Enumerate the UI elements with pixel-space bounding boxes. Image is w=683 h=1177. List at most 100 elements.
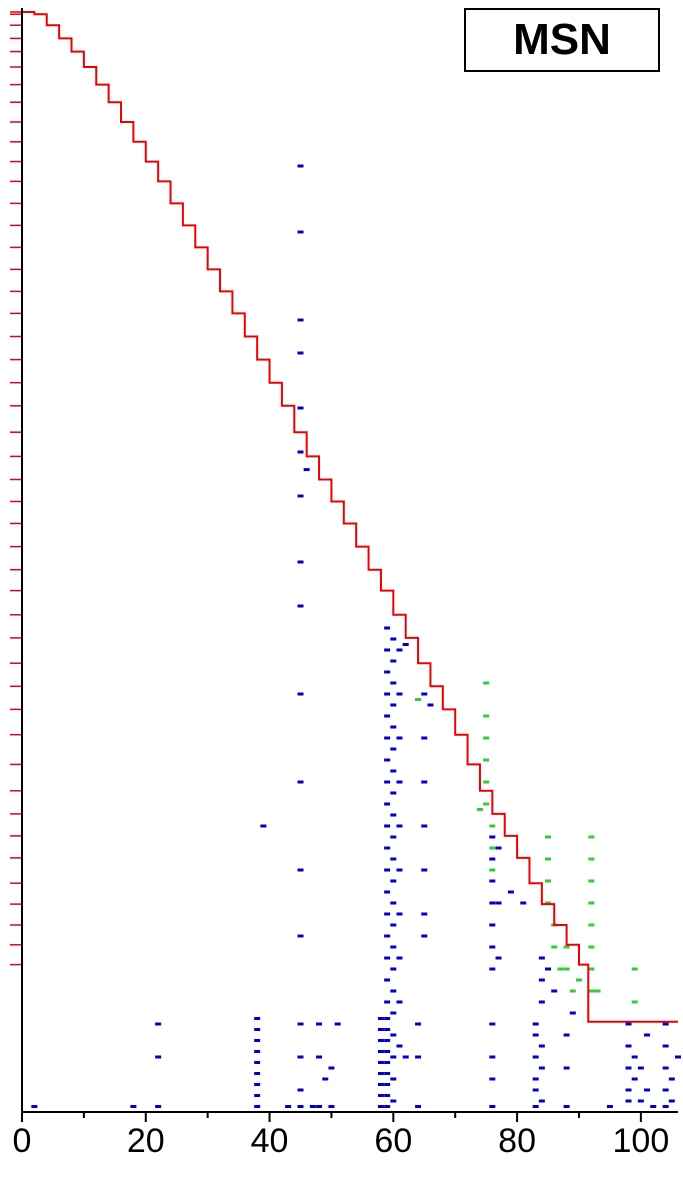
blue-point — [489, 923, 496, 927]
blue-point — [427, 703, 434, 707]
blue-point — [390, 1033, 397, 1037]
blue-point — [390, 1055, 397, 1059]
blue-point — [390, 725, 397, 729]
green-point — [545, 879, 552, 883]
blue-point — [297, 318, 304, 322]
blue-point — [297, 780, 304, 784]
blue-point — [384, 714, 391, 718]
y-tick-marks — [10, 11, 22, 966]
blue-point — [489, 857, 496, 861]
blue-point — [390, 681, 397, 685]
blue-point — [637, 1099, 644, 1103]
blue-point — [384, 1000, 391, 1004]
blue-point — [384, 824, 391, 828]
green-point — [483, 714, 490, 718]
green-point — [476, 808, 483, 811]
blue-point — [377, 1072, 384, 1075]
blue-points — [31, 164, 681, 1108]
blue-point — [415, 1055, 422, 1059]
blue-point — [254, 1017, 261, 1020]
blue-point — [254, 1072, 261, 1075]
blue-point — [390, 813, 397, 817]
blue-point — [322, 1077, 329, 1081]
x-tick-label: 20 — [127, 1122, 165, 1160]
green-point — [588, 901, 595, 905]
blue-point — [254, 1028, 261, 1031]
blue-point — [297, 494, 304, 498]
blue-point — [384, 934, 391, 938]
blue-point — [402, 1055, 409, 1059]
blue-point — [130, 1105, 137, 1108]
blue-point — [297, 164, 304, 168]
green-point — [489, 824, 496, 828]
blue-point — [520, 901, 527, 905]
blue-point — [538, 978, 545, 982]
blue-point — [334, 1022, 341, 1026]
blue-point — [396, 692, 403, 696]
blue-point — [297, 692, 304, 696]
blue-point — [297, 1022, 304, 1026]
blue-point — [532, 1022, 539, 1026]
blue-point — [489, 1077, 496, 1081]
blue-point — [650, 1105, 657, 1108]
blue-point — [545, 967, 552, 971]
blue-point — [495, 901, 502, 905]
green-point — [588, 879, 595, 883]
blue-point — [254, 1050, 261, 1053]
blue-point — [675, 1055, 681, 1059]
green-point — [551, 945, 558, 949]
blue-point — [489, 1055, 496, 1059]
blue-point — [563, 1033, 570, 1037]
blue-point — [644, 1033, 651, 1037]
blue-point — [384, 956, 391, 960]
blue-point — [377, 1028, 384, 1031]
blue-point — [309, 1105, 316, 1108]
blue-point — [384, 978, 391, 982]
blue-point — [637, 1066, 644, 1070]
blue-point — [390, 637, 397, 641]
x-axis-ticks: 0 20 40 60 80 100 — [13, 1112, 669, 1160]
blue-point — [662, 1088, 669, 1092]
blue-point — [390, 857, 397, 861]
blue-point — [489, 835, 496, 839]
blue-point — [377, 1083, 384, 1086]
green-point — [545, 835, 552, 839]
blue-point — [384, 1094, 391, 1097]
green-point — [563, 945, 570, 949]
blue-point — [631, 1077, 638, 1081]
blue-point — [668, 1099, 675, 1103]
blue-point — [390, 923, 397, 927]
blue-point — [390, 703, 397, 707]
blue-point — [390, 659, 397, 663]
blue-point — [538, 1099, 545, 1103]
green-point — [631, 967, 638, 971]
blue-point — [538, 1044, 545, 1048]
blue-point — [538, 1066, 545, 1070]
blue-point — [390, 945, 397, 949]
blue-point — [377, 1061, 384, 1064]
blue-point — [328, 1105, 335, 1108]
green-point — [588, 835, 595, 839]
green-point — [594, 989, 601, 993]
green-point — [588, 923, 595, 927]
blue-point — [644, 1088, 651, 1092]
blue-point — [421, 780, 428, 784]
x-tick-label: 80 — [498, 1122, 536, 1160]
blue-point — [495, 956, 502, 960]
green-point — [588, 989, 595, 993]
blue-point — [538, 956, 545, 960]
blue-point — [662, 1044, 669, 1048]
blue-point — [631, 1055, 638, 1059]
blue-point — [384, 868, 391, 872]
blue-point — [606, 1105, 613, 1108]
green-point — [483, 758, 490, 762]
blue-point — [384, 1028, 391, 1031]
blue-point — [155, 1022, 162, 1026]
blue-point — [662, 1105, 669, 1108]
blue-point — [254, 1083, 261, 1086]
blue-point — [297, 560, 304, 564]
blue-point — [489, 945, 496, 949]
blue-point — [532, 1088, 539, 1092]
blue-point — [297, 450, 304, 454]
blue-point — [668, 1077, 675, 1081]
